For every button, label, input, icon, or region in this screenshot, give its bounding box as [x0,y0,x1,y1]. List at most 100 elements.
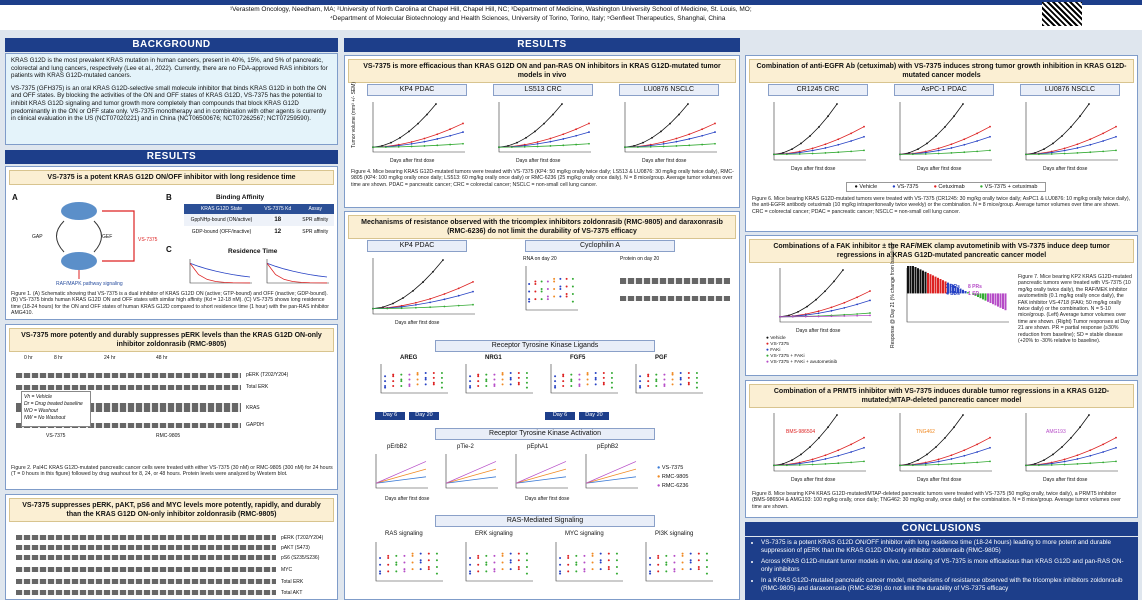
waterfall-bar [992,293,994,305]
point [399,136,401,139]
point [440,381,443,384]
point [387,557,390,560]
trend-line [372,143,464,148]
point [976,451,979,453]
legend-item: ● Vehicle [766,336,786,341]
chart-label: pEphA1 [527,444,549,450]
point [917,459,919,462]
mini-chart [375,362,450,397]
x-axis-label: Days after first dose [1043,477,1088,483]
axis [779,268,872,323]
point [485,384,488,387]
point [679,376,682,379]
point [559,288,562,290]
legend-item: ● Vehicle [854,184,878,190]
panel-letter: A [12,193,18,202]
point [663,383,666,386]
point [559,570,562,573]
chart-label: AREG [400,355,418,361]
point [773,464,775,467]
waterfall-bar [937,277,939,294]
point [673,568,676,571]
mini-chart [1020,411,1120,475]
point [610,372,613,375]
point [462,122,464,125]
mini-chart [520,264,580,314]
point [594,372,597,375]
point [575,143,578,146]
point [791,148,793,151]
panel: VS-7375 suppresses pERK, pAKT, pS6 and M… [5,494,338,600]
response-note: 1 SD [968,291,980,297]
point [528,290,531,293]
point [1050,153,1053,155]
point [791,459,793,462]
point [817,312,820,315]
chart-svg [1025,102,1118,161]
x-axis-label: Days after first dose [791,166,836,172]
point [443,293,446,295]
legend-item: ● VS-7375 + FAKi + avutometinib [766,360,838,365]
point [688,138,691,140]
section-header: RESULTS [5,150,338,164]
trend-line [779,269,844,318]
waterfall-bar [942,280,944,294]
axis [555,542,623,582]
point [534,290,537,293]
mini-chart [460,540,535,585]
point [501,378,504,381]
mini-chart [768,411,868,475]
point [1063,152,1066,155]
point [416,383,419,386]
axis [899,413,992,472]
point [449,128,452,131]
table-head: KRAS G12D State VS-7375 Kd (nM) Assay [184,204,334,222]
point [395,563,398,566]
chart-svg [372,258,475,315]
point [440,372,443,375]
legend-item: ● VS-7375 [766,342,789,347]
point [403,554,406,557]
point [517,376,520,379]
point [477,570,480,573]
trend-line [375,461,427,484]
point [1050,464,1053,466]
trend-line [773,103,838,155]
point [372,146,374,149]
point [639,375,642,378]
point [392,375,395,378]
point [701,143,704,146]
mini-chart [440,452,500,492]
point [528,282,531,285]
axis [1025,413,1118,472]
point [833,280,835,283]
point [570,380,573,383]
panel: Mechanisms of resistance observed with t… [344,211,740,600]
point [963,151,966,154]
point [662,141,665,143]
point [414,301,417,304]
th: KRAS G12D State [200,206,243,212]
point [675,137,678,140]
axis [375,454,428,489]
x-axis-label: Days after first dose [796,328,841,334]
point [571,300,574,303]
point [657,563,660,566]
point [562,375,565,378]
point [642,141,644,144]
trend-line [445,468,497,484]
kras-off [61,252,97,270]
point [663,373,666,376]
point [689,552,692,555]
legend-text: Vehicle [770,336,786,341]
point [665,570,668,573]
axis [525,266,578,311]
row-label: pERK (T202/Y204) [246,372,289,378]
point [976,150,979,153]
point [534,280,537,283]
point [665,561,668,564]
trend-line [372,103,437,148]
point [705,552,708,555]
mini-chart [894,411,994,475]
td: 18 [274,217,282,223]
